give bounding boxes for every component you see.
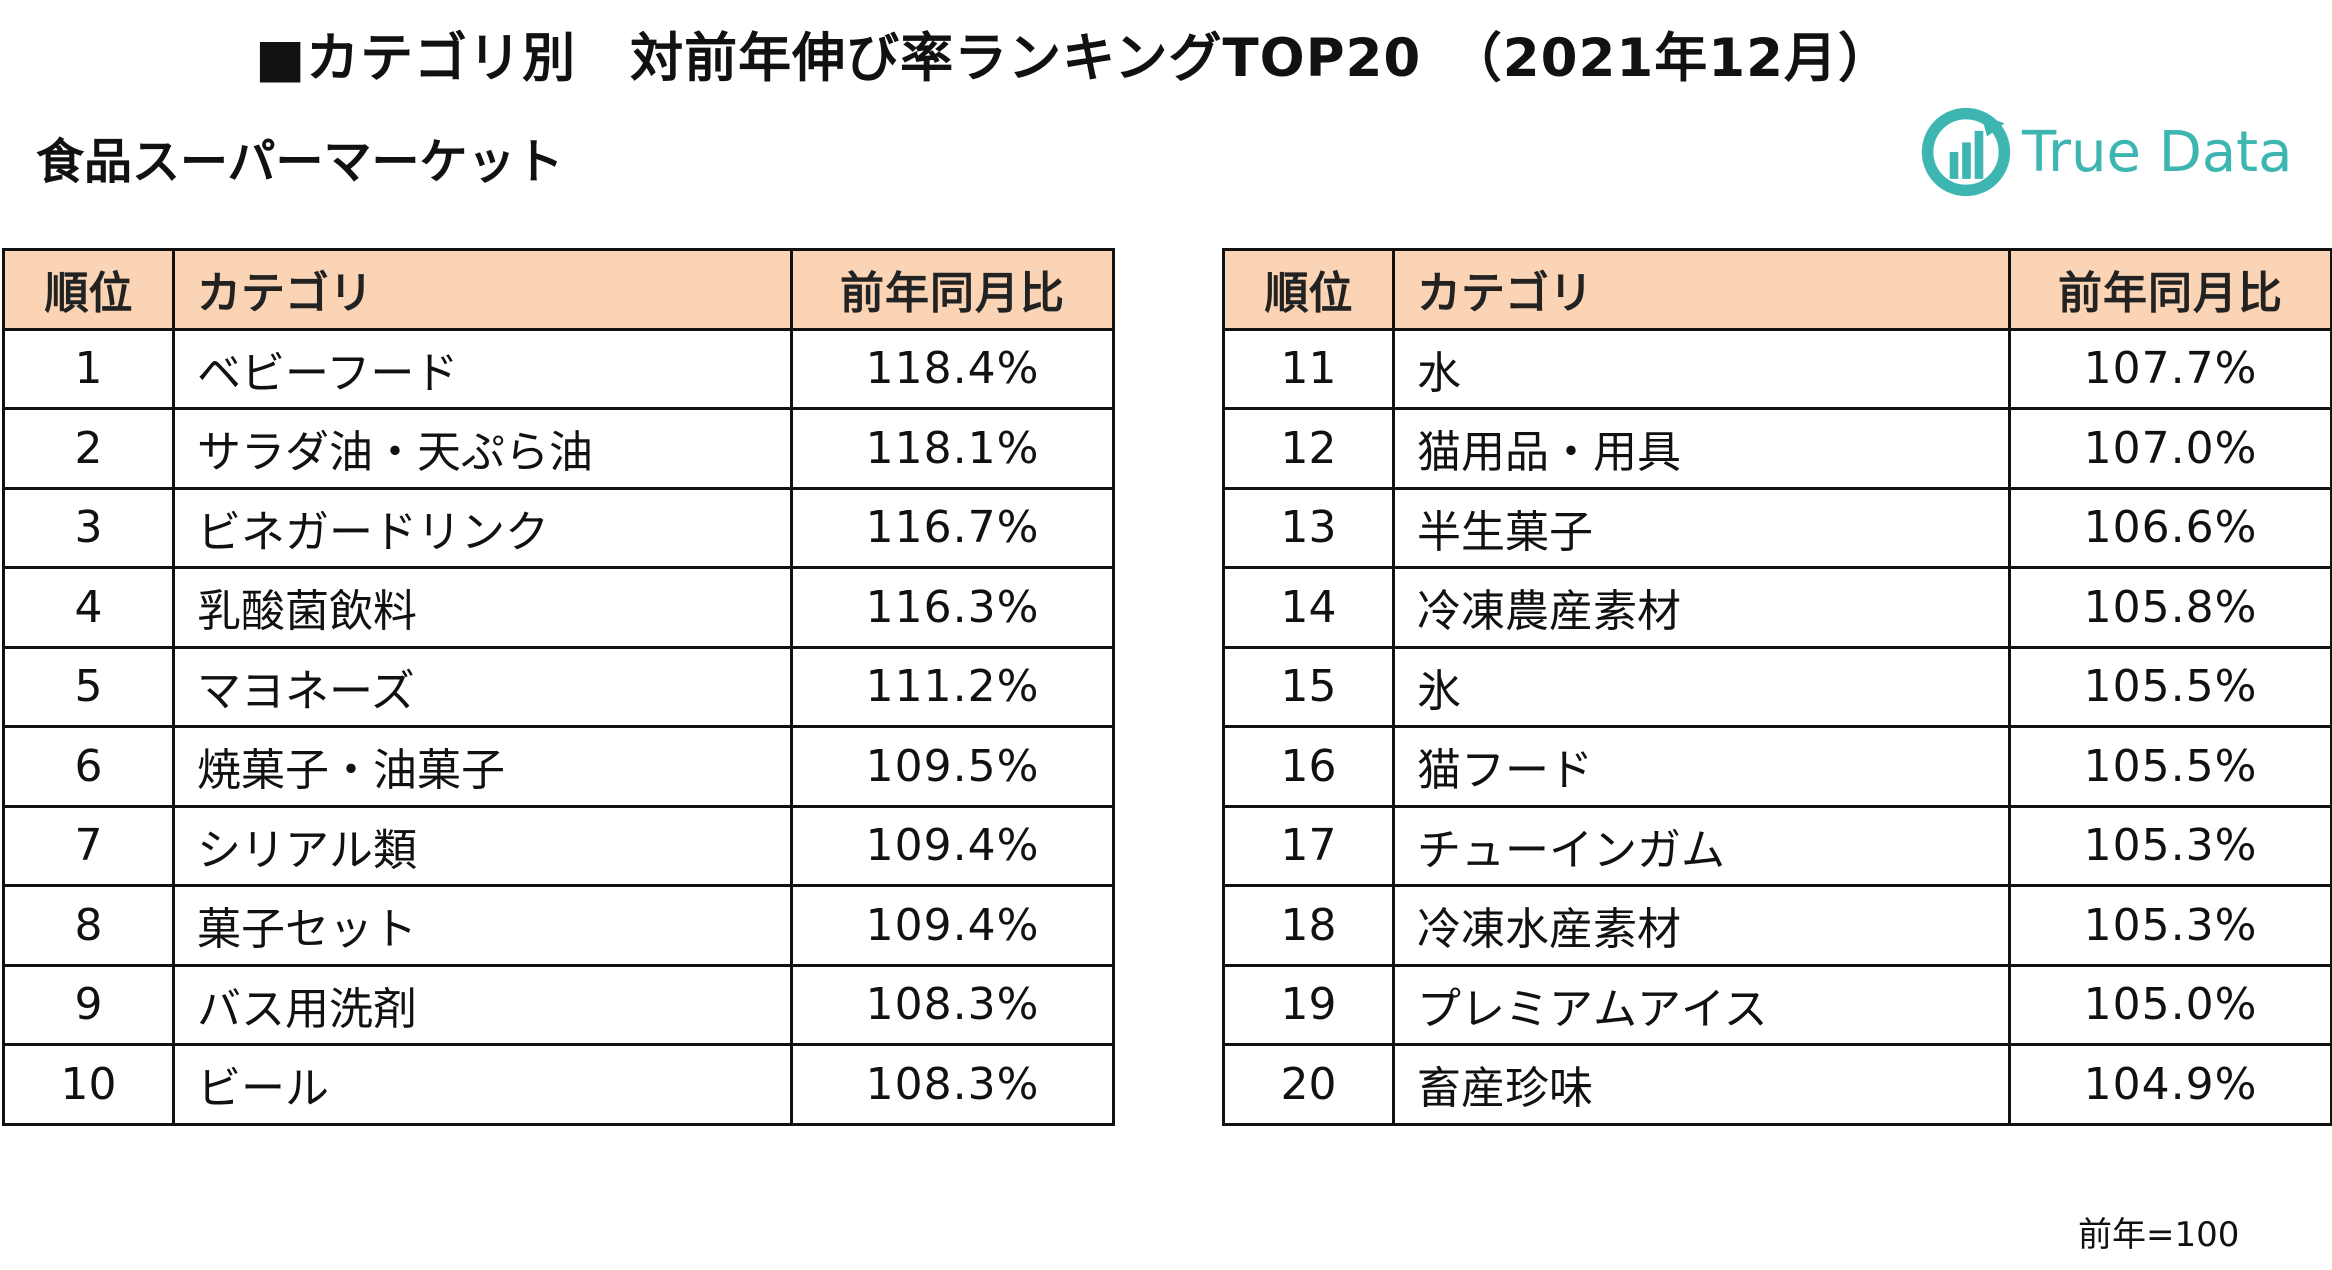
ranking-table-right: 順位 カテゴリ 前年同月比 11 水 107.7% 12 猫用品・用具 107.0% 13 半…	[1222, 248, 2332, 1126]
rank-cell: 18	[1222, 884, 1395, 967]
table-row: 2 サラダ油・天ぷら油 118.1%	[2, 407, 1115, 490]
rank-cell: 2	[2, 407, 175, 490]
table-header-row: 順位 カテゴリ 前年同月比	[2, 248, 1115, 331]
ratio-cell: 108.3%	[790, 963, 1115, 1046]
header-rank: 順位	[2, 248, 175, 331]
category-cell: チューインガム	[1392, 804, 2011, 887]
logo-text: True Data	[2022, 119, 2293, 185]
table-row: 12 猫用品・用具 107.0%	[1222, 407, 2332, 490]
header-ratio: 前年同月比	[790, 248, 1115, 331]
table-row: 14 冷凍農産素材 105.8%	[1222, 566, 2332, 649]
table-row: 16 猫フード 105.5%	[1222, 725, 2332, 808]
rank-cell: 7	[2, 804, 175, 887]
ratio-cell: 109.5%	[790, 725, 1115, 808]
rank-cell: 4	[2, 566, 175, 649]
ratio-cell: 105.8%	[2008, 566, 2332, 649]
rank-cell: 11	[1222, 327, 1395, 410]
table-row: 8 菓子セット 109.4%	[2, 884, 1115, 967]
table-row: 13 半生菓子 106.6%	[1222, 486, 2332, 569]
table-row: 18 冷凍水産素材 105.3%	[1222, 884, 2332, 967]
rank-cell: 20	[1222, 1043, 1395, 1126]
rank-cell: 3	[2, 486, 175, 569]
ratio-cell: 108.3%	[790, 1043, 1115, 1126]
category-cell: 水	[1392, 327, 2011, 410]
header-category: カテゴリ	[1392, 248, 2011, 331]
ratio-cell: 104.9%	[2008, 1043, 2332, 1126]
table-row: 9 バス用洗剤 108.3%	[2, 963, 1115, 1046]
rank-cell: 16	[1222, 725, 1395, 808]
ratio-cell: 105.5%	[2008, 645, 2332, 728]
ratio-cell: 105.3%	[2008, 884, 2332, 967]
category-cell: 半生菓子	[1392, 486, 2011, 569]
category-cell: ビール	[172, 1043, 793, 1126]
category-cell: 猫フード	[1392, 725, 2011, 808]
rank-cell: 19	[1222, 963, 1395, 1046]
category-cell: 焼菓子・油菓子	[172, 725, 793, 808]
rank-cell: 8	[2, 884, 175, 967]
ratio-cell: 106.6%	[2008, 486, 2332, 569]
rank-cell: 1	[2, 327, 175, 410]
category-cell: 菓子セット	[172, 884, 793, 967]
category-cell: バス用洗剤	[172, 963, 793, 1046]
ranking-table-left: 順位 カテゴリ 前年同月比 1 ベビーフード 118.4% 2 サラダ油・天ぷら油 118…	[2, 248, 1115, 1126]
category-cell: ベビーフード	[172, 327, 793, 410]
table-row: 3 ビネガードリンク 116.7%	[2, 486, 1115, 569]
page-subtitle: 食品スーパーマーケット	[36, 134, 564, 190]
category-cell: ビネガードリンク	[172, 486, 793, 569]
ratio-cell: 109.4%	[790, 884, 1115, 967]
category-cell: サラダ油・天ぷら油	[172, 407, 793, 490]
rank-cell: 12	[1222, 407, 1395, 490]
rank-cell: 14	[1222, 566, 1395, 649]
category-cell: 氷	[1392, 645, 2011, 728]
ratio-cell: 107.7%	[2008, 327, 2332, 410]
table-row: 20 畜産珍味 104.9%	[1222, 1043, 2332, 1126]
ratio-cell: 109.4%	[790, 804, 1115, 887]
ratio-cell: 116.7%	[790, 486, 1115, 569]
true-data-logo-icon	[1921, 107, 2011, 197]
brand-logo: True Data	[1918, 102, 2298, 202]
ratio-cell: 116.3%	[790, 566, 1115, 649]
category-cell: プレミアムアイス	[1392, 963, 2011, 1046]
rank-cell: 5	[2, 645, 175, 728]
ratio-cell: 107.0%	[2008, 407, 2332, 490]
header-ratio: 前年同月比	[2008, 248, 2332, 331]
table-row: 10 ビール 108.3%	[2, 1043, 1115, 1126]
category-cell: 乳酸菌飲料	[172, 566, 793, 649]
ratio-cell: 105.0%	[2008, 963, 2332, 1046]
header-rank: 順位	[1222, 248, 1395, 331]
table-row: 1 ベビーフード 118.4%	[2, 327, 1115, 410]
category-cell: シリアル類	[172, 804, 793, 887]
rank-cell: 17	[1222, 804, 1395, 887]
table-row: 17 チューインガム 105.3%	[1222, 804, 2332, 887]
ratio-cell: 111.2%	[790, 645, 1115, 728]
ratio-cell: 118.1%	[790, 407, 1115, 490]
ratio-cell: 105.5%	[2008, 725, 2332, 808]
table-header-row: 順位 カテゴリ 前年同月比	[1222, 248, 2332, 331]
category-cell: マヨネーズ	[172, 645, 793, 728]
category-cell: 猫用品・用具	[1392, 407, 2011, 490]
rank-cell: 9	[2, 963, 175, 1046]
table-row: 15 氷 105.5%	[1222, 645, 2332, 728]
category-cell: 畜産珍味	[1392, 1043, 2011, 1126]
rank-cell: 10	[2, 1043, 175, 1126]
table-row: 5 マヨネーズ 111.2%	[2, 645, 1115, 728]
table-row: 11 水 107.7%	[1222, 327, 2332, 410]
rank-cell: 6	[2, 725, 175, 808]
ratio-cell: 118.4%	[790, 327, 1115, 410]
table-row: 4 乳酸菌飲料 116.3%	[2, 566, 1115, 649]
ratio-cell: 105.3%	[2008, 804, 2332, 887]
page-title: ■カテゴリ別 対前年伸び率ランキングTOP20 （2021年12月）	[255, 28, 1893, 89]
header-category: カテゴリ	[172, 248, 793, 331]
table-row: 7 シリアル類 109.4%	[2, 804, 1115, 887]
baseline-note: 前年=100	[2078, 1215, 2240, 1255]
category-cell: 冷凍水産素材	[1392, 884, 2011, 967]
rank-cell: 13	[1222, 486, 1395, 569]
rank-cell: 15	[1222, 645, 1395, 728]
category-cell: 冷凍農産素材	[1392, 566, 2011, 649]
table-row: 19 プレミアムアイス 105.0%	[1222, 963, 2332, 1046]
table-row: 6 焼菓子・油菓子 109.5%	[2, 725, 1115, 808]
